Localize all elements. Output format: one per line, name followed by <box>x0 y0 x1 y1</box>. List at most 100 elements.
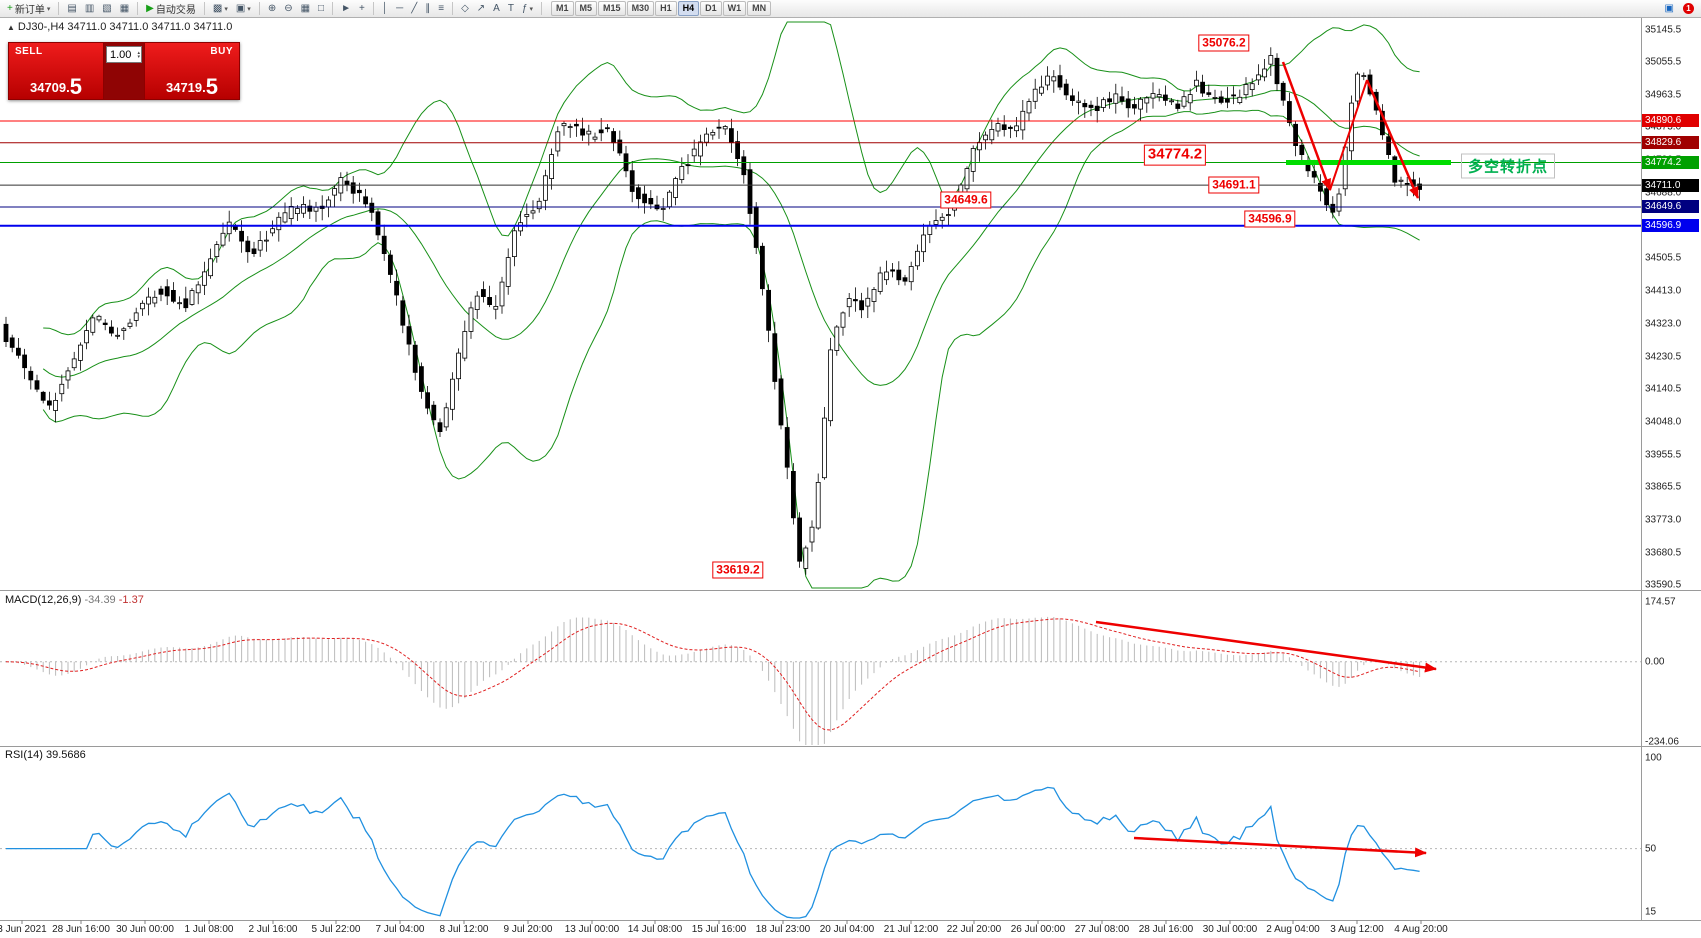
toolbar-separator <box>332 2 334 15</box>
timeframe-m15[interactable]: M15 <box>598 1 626 16</box>
timeframe-h1[interactable]: H1 <box>655 1 677 16</box>
toolbar-separator <box>258 2 260 15</box>
price-annotation[interactable]: 35076.2 <box>1198 34 1250 52</box>
terminal-icon[interactable]: ▦ <box>117 1 132 16</box>
price-annotation[interactable]: 34649.6 <box>940 191 992 209</box>
toolbar-separator <box>452 2 454 15</box>
cursor-icon[interactable]: ► <box>338 1 354 16</box>
autotrading-button-label: 自动交易 <box>155 5 196 16</box>
macd-signal-value: -1.37 <box>118 594 144 606</box>
shapes-icon-icon: ◇ <box>461 3 469 14</box>
crosshair-icon[interactable]: + <box>356 1 368 16</box>
volume-cell: 1.00 ▴ ▾ <box>104 42 144 100</box>
symbol-period-label: DJ30-,H4 <box>17 21 65 33</box>
text-icon-icon: A <box>493 3 500 14</box>
grid-icon-icon: ▦ <box>300 3 311 14</box>
panel-separators <box>0 18 1701 924</box>
toolbar-separator <box>137 2 139 15</box>
shapes-icon[interactable]: ◇ <box>458 1 472 16</box>
timeframe-m30[interactable]: M30 <box>626 1 655 16</box>
trend-arrows[interactable] <box>1095 61 1437 858</box>
price-annotation[interactable]: 34596.9 <box>1244 210 1296 228</box>
turning-point-annotation[interactable]: 多空转折点 <box>1460 153 1556 179</box>
crosshair-icon-icon: + <box>359 3 365 14</box>
cursor-icon-icon: ► <box>341 3 351 14</box>
price-annotation[interactable]: 33619.2 <box>712 561 764 579</box>
timeframe-m1[interactable]: M1 <box>551 1 574 16</box>
buy-button[interactable]: BUY 34719.5 <box>144 42 240 100</box>
text-label-icon-icon: T <box>507 3 514 14</box>
rsi-line <box>6 786 1420 919</box>
text-label-icon[interactable]: T <box>505 1 517 16</box>
notification-icon[interactable]: 1 <box>1680 1 1697 16</box>
fibonacci-icon[interactable]: ≡ <box>435 1 447 16</box>
timeframe-mn[interactable]: MN <box>747 1 772 16</box>
collapse-arrow-icon[interactable]: ▲ <box>7 23 15 32</box>
bollinger-bands <box>42 21 1420 589</box>
data-window-icon[interactable]: ▥ <box>82 1 97 16</box>
rsi-value: 39.5686 <box>45 749 86 761</box>
tile-windows-icon[interactable]: □ <box>315 1 327 16</box>
price-annotation[interactable]: 34691.1 <box>1208 176 1260 194</box>
rsi-name: RSI(14) <box>5 749 43 761</box>
toolbar-separator <box>541 2 543 15</box>
new-chart-icon[interactable]: ▩ ▾ <box>210 1 231 16</box>
navigator-icon[interactable]: ▧ <box>99 1 114 16</box>
volume-input[interactable]: 1.00 ▴ ▾ <box>106 46 142 63</box>
chart-window-icon[interactable]: ▣ <box>1662 1 1677 16</box>
chart-window-icon: ▣ <box>1664 3 1674 14</box>
market-watch-icon[interactable]: ▤ <box>64 1 79 16</box>
toolbar-separator <box>203 2 205 15</box>
candles <box>3 47 1422 575</box>
toolbar-separator <box>372 2 374 15</box>
channel-icon-icon: ∥ <box>425 3 431 14</box>
macd-name: MACD(12,26,9) <box>5 594 82 606</box>
zoom-in-icon-icon: ⊕ <box>267 3 277 14</box>
dropdown-caret-icon: ▾ <box>224 5 228 13</box>
channel-icon[interactable]: ∥ <box>422 1 433 16</box>
timeframe-toolbar: M1 M5 M15 M30 H1 H4 D1 W1 MN <box>551 1 772 16</box>
tile-windows-icon-icon: □ <box>318 3 325 14</box>
macd-signal-line <box>5 618 1420 731</box>
sell-label: SELL <box>15 46 43 57</box>
volume-spinner[interactable]: ▴ ▾ <box>137 49 140 60</box>
volume-down-icon[interactable]: ▾ <box>137 53 140 60</box>
dropdown-caret-icon: ▾ <box>529 5 534 13</box>
price-annotation[interactable]: 34774.2 <box>1143 144 1207 166</box>
timeframe-h4[interactable]: H4 <box>677 1 700 16</box>
horizontal-lines[interactable] <box>0 120 1641 227</box>
vertical-line-icon[interactable]: │ <box>379 1 391 16</box>
volume-up-icon[interactable]: ▴ <box>137 49 140 56</box>
arrows-icon[interactable]: ↗ <box>474 1 488 16</box>
one-click-trading-panel: SELL 34709.5 1.00 ▴ ▾ BUY 34719.5 <box>8 42 240 100</box>
grid-icon[interactable]: ▦ <box>298 1 313 16</box>
text-icon[interactable]: A <box>490 1 503 16</box>
timeframe-d1[interactable]: D1 <box>700 1 722 16</box>
chart-ohlc-header: ▲ DJ30-,H4 34711.0 34711.0 34711.0 34711.0 <box>7 21 235 33</box>
zoom-out-icon-icon: ⊖ <box>284 3 293 14</box>
new-order-button[interactable]: + 新订单 ▾ <box>4 1 53 16</box>
zoom-out-icon[interactable]: ⊖ <box>281 1 295 16</box>
profiles-icon-icon: ▣ <box>235 3 246 14</box>
horizontal-line-icon[interactable]: ─ <box>393 1 406 16</box>
sell-price: 34709.5 <box>29 74 82 99</box>
dropdown-caret-icon: ▾ <box>46 5 51 13</box>
dropdown-caret-icon: ▾ <box>247 5 251 13</box>
new-chart-icon-icon: ▩ <box>212 3 223 14</box>
new-order-button-label: 新订单 <box>14 5 45 16</box>
indicators-icon[interactable]: ƒ ▾ <box>519 1 536 16</box>
timeframe-m5[interactable]: M5 <box>574 1 598 16</box>
autotrading-icon: ▶ <box>146 3 154 14</box>
buy-label: BUY <box>210 46 233 57</box>
trendline-icon[interactable]: ╱ <box>408 1 420 16</box>
timeframe-w1[interactable]: W1 <box>722 1 747 16</box>
profiles-icon[interactable]: ▣ ▾ <box>233 1 254 16</box>
macd-histogram <box>11 616 1421 745</box>
zoom-in-icon[interactable]: ⊕ <box>265 1 279 16</box>
sell-button[interactable]: SELL 34709.5 <box>8 42 104 100</box>
autotrading-button[interactable]: ▶ 自动交易 <box>143 1 199 16</box>
